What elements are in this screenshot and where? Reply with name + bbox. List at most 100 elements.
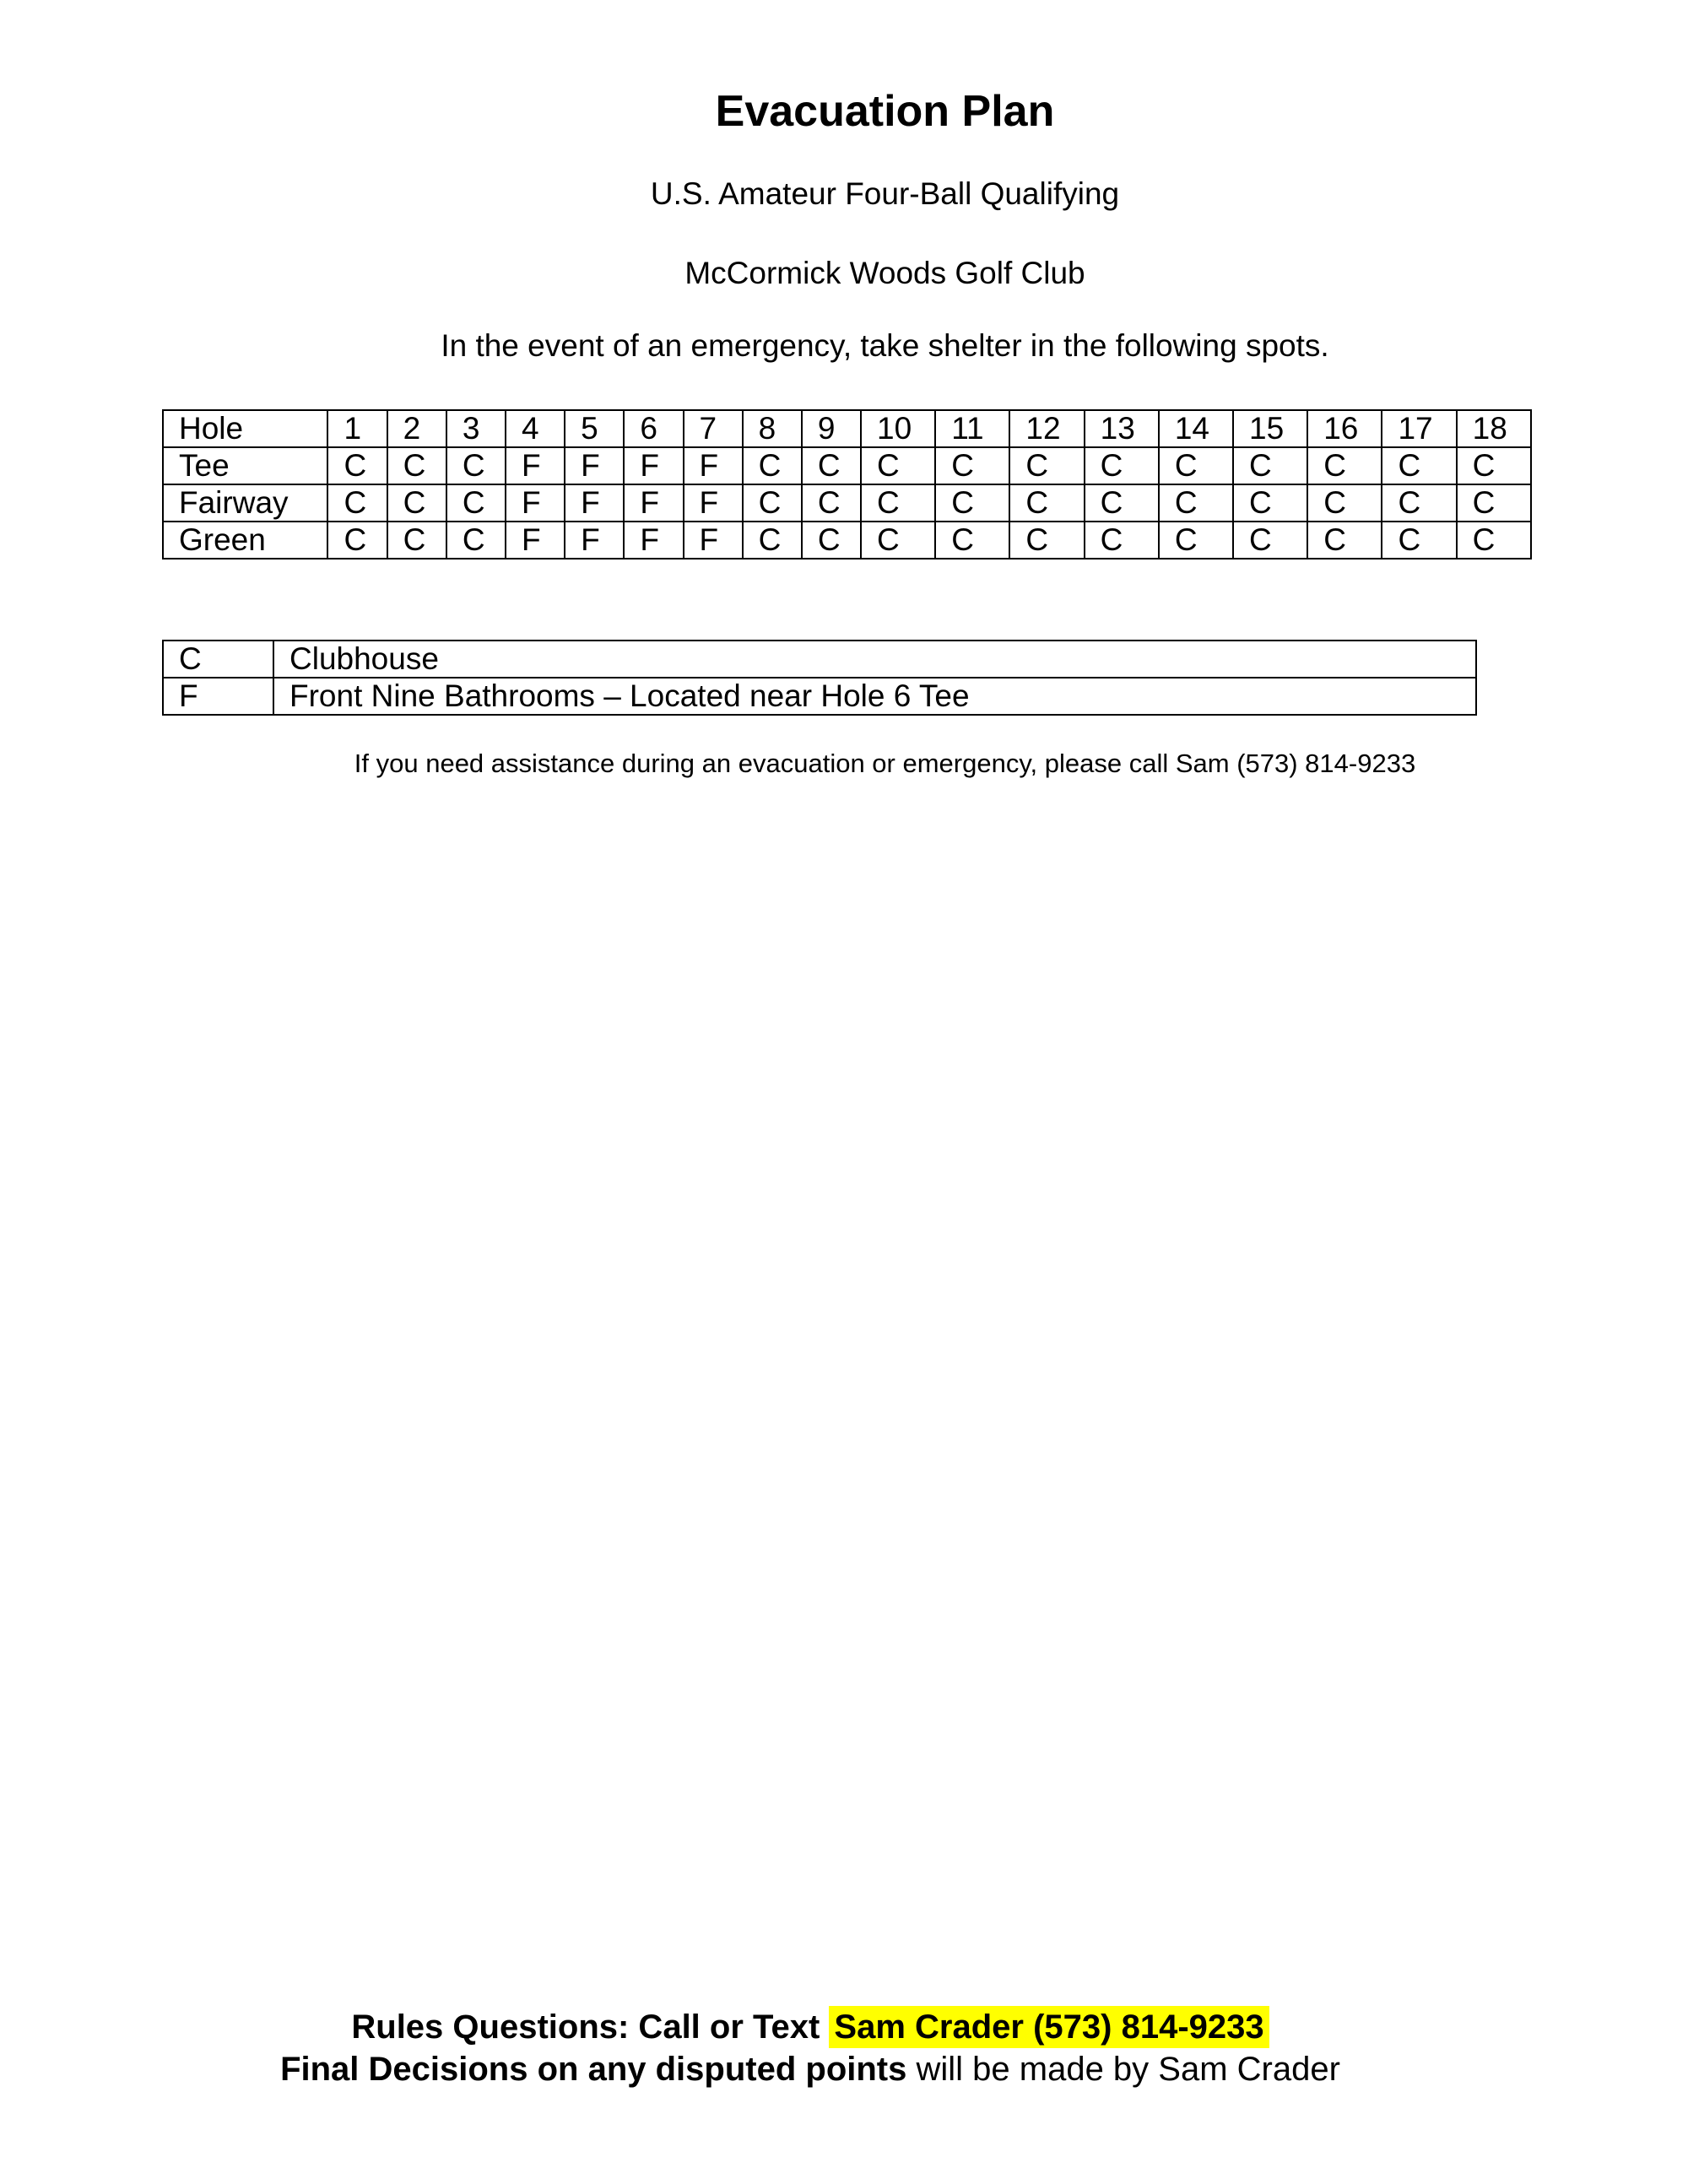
- shelter-cell: C: [800, 446, 863, 485]
- shelter-cell: C: [860, 446, 937, 485]
- shelter-cell: C: [445, 446, 506, 485]
- hole-number-cell: 8: [741, 409, 803, 448]
- hole-number-cell: 16: [1307, 409, 1383, 448]
- venue-subtitle: McCormick Woods Golf Club: [684, 256, 1085, 290]
- shelter-cell: C: [386, 484, 447, 522]
- shelter-cell: F: [623, 484, 684, 522]
- table-row: Hole 1 2 3 4 5 6 7 8 9 10 11 12 13 14 15 16 17 18: [161, 409, 1533, 448]
- shelter-cell: F: [504, 446, 566, 485]
- shelter-cell: C: [1455, 484, 1533, 522]
- shelter-cell: C: [1083, 484, 1160, 522]
- instruction-text: In the event of an emergency, take shelt…: [441, 328, 1329, 363]
- final-bold: Final Decisions on any disputed points: [280, 2051, 907, 2088]
- table-row: C Clubhouse: [162, 640, 1477, 678]
- shelter-cell: C: [860, 521, 937, 560]
- shelter-cell: F: [564, 484, 625, 522]
- rules-prefix: Rules Questions: Call or Text: [351, 2008, 830, 2046]
- shelter-cell: C: [741, 484, 803, 522]
- assistance-text: If you need assistance during an evacuat…: [354, 749, 1416, 778]
- shelter-cell: C: [800, 521, 863, 560]
- shelter-cell: C: [386, 521, 447, 560]
- shelter-cell: C: [1455, 446, 1533, 485]
- shelter-cell: F: [682, 521, 744, 560]
- shelter-cell: C: [1157, 484, 1235, 522]
- shelter-cell: C: [1009, 484, 1085, 522]
- shelter-cell: C: [1307, 521, 1383, 560]
- hole-number-cell: 11: [934, 409, 1011, 448]
- shelter-cell: C: [327, 484, 388, 522]
- shelter-cell: C: [1157, 521, 1235, 560]
- hole-number-cell: 14: [1157, 409, 1235, 448]
- legend-meaning-cell: Front Nine Bathrooms – Located near Hole…: [273, 677, 1477, 716]
- hole-number-cell: 15: [1232, 409, 1309, 448]
- shelter-cell: F: [623, 446, 684, 485]
- shelter-cell: C: [1455, 521, 1533, 560]
- shelter-cell: C: [934, 521, 1011, 560]
- hole-number-cell: 3: [445, 409, 506, 448]
- final-rest: will be made by Sam Crader: [906, 2051, 1340, 2088]
- hole-number-cell: 13: [1083, 409, 1160, 448]
- hole-number-cell: 7: [682, 409, 744, 448]
- shelter-cell: C: [1381, 521, 1458, 560]
- shelter-table: Hole 1 2 3 4 5 6 7 8 9 10 11 12 13 14 15 16 17 18 Tee C C C F F F…: [161, 409, 1533, 560]
- final-line: Final Decisions on any disputed points w…: [34, 2048, 1587, 2090]
- shelter-cell: C: [1381, 446, 1458, 485]
- shelter-cell: C: [1083, 521, 1160, 560]
- shelter-cell: C: [327, 446, 388, 485]
- row-label-cell: Fairway: [161, 484, 329, 522]
- shelter-cell: C: [1307, 446, 1383, 485]
- shelter-table-body: Hole 1 2 3 4 5 6 7 8 9 10 11 12 13 14 15 16 17 18 Tee C C C F F F…: [161, 409, 1533, 560]
- legend-code-cell: F: [162, 677, 274, 716]
- row-label-cell: Tee: [161, 446, 329, 485]
- shelter-cell: F: [504, 521, 566, 560]
- hole-number-cell: 5: [564, 409, 625, 448]
- doc-title: Evacuation Plan: [715, 87, 1055, 136]
- hole-number-cell: 6: [623, 409, 684, 448]
- shelter-cell: F: [564, 521, 625, 560]
- hole-number-cell: 17: [1381, 409, 1458, 448]
- table-row: F Front Nine Bathrooms – Located near Hol…: [162, 677, 1477, 716]
- legend-meaning-cell: Clubhouse: [273, 640, 1477, 678]
- shelter-cell: C: [1157, 446, 1235, 485]
- legend-table: C Clubhouse F Front Nine Bathrooms – Locate…: [162, 640, 1477, 716]
- shelter-cell: C: [860, 484, 937, 522]
- shelter-cell: C: [1009, 446, 1085, 485]
- hole-number-cell: 1: [327, 409, 388, 448]
- hole-number-cell: 4: [504, 409, 566, 448]
- legend-table-body: C Clubhouse F Front Nine Bathrooms – Locate…: [162, 640, 1477, 716]
- shelter-cell: F: [682, 484, 744, 522]
- hole-number-cell: 9: [800, 409, 863, 448]
- shelter-cell: C: [445, 484, 506, 522]
- row-label-cell: Green: [161, 521, 329, 560]
- shelter-cell: C: [934, 484, 1011, 522]
- legend-code-cell: C: [162, 640, 274, 678]
- table-row: Fairway C C C F F F F C C C C C C C C C C C: [161, 484, 1533, 522]
- shelter-cell: C: [934, 446, 1011, 485]
- shelter-cell: C: [1307, 484, 1383, 522]
- shelter-cell: C: [1009, 521, 1085, 560]
- shelter-cell: C: [1232, 521, 1309, 560]
- rules-line: Rules Questions: Call or Text Sam Crader…: [34, 2006, 1587, 2048]
- shelter-cell: C: [445, 521, 506, 560]
- shelter-cell: C: [1381, 484, 1458, 522]
- hole-number-cell: 10: [860, 409, 937, 448]
- hole-number-cell: 18: [1455, 409, 1533, 448]
- hole-number-cell: 12: [1009, 409, 1085, 448]
- shelter-cell: F: [564, 446, 625, 485]
- hole-header-cell: Hole: [161, 409, 329, 448]
- event-subtitle: U.S. Amateur Four-Ball Qualifying: [650, 176, 1120, 211]
- shelter-cell: C: [741, 521, 803, 560]
- shelter-cell: C: [741, 446, 803, 485]
- shelter-cell: C: [800, 484, 863, 522]
- footer: Rules Questions: Call or Text Sam Crader…: [34, 2006, 1587, 2090]
- shelter-cell: C: [1083, 446, 1160, 485]
- shelter-cell: C: [1232, 446, 1309, 485]
- rules-highlight: Sam Crader (573) 814-9233: [829, 2006, 1269, 2048]
- shelter-cell: C: [327, 521, 388, 560]
- shelter-cell: C: [1232, 484, 1309, 522]
- table-row: Green C C C F F F F C C C C C C C C C C C: [161, 521, 1533, 560]
- shelter-cell: C: [386, 446, 447, 485]
- table-row: Tee C C C F F F F C C C C C C C C C C C: [161, 446, 1533, 485]
- content-column: Evacuation Plan U.S. Amateur Four-Ball Q…: [0, 0, 1608, 781]
